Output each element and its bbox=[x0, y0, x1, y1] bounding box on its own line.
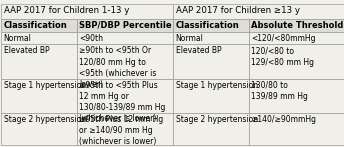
Text: Stage 1 hypertension: Stage 1 hypertension bbox=[3, 81, 86, 90]
Bar bbox=[249, 113, 344, 145]
Text: Normal: Normal bbox=[175, 34, 203, 43]
Text: Classification: Classification bbox=[3, 21, 67, 30]
Bar bbox=[173, 113, 249, 145]
Text: Elevated BP: Elevated BP bbox=[175, 46, 221, 55]
Text: 120/<80 to
129/<80 mm Hg: 120/<80 to 129/<80 mm Hg bbox=[251, 46, 314, 67]
Bar bbox=[1, 4, 173, 19]
Bar bbox=[77, 19, 173, 32]
Text: Classification: Classification bbox=[175, 21, 239, 30]
Text: ≥95th to <95th Plus
12 mm Hg or
130/80-139/89 mm Hg
(whichever is lower): ≥95th to <95th Plus 12 mm Hg or 130/80-1… bbox=[79, 81, 165, 123]
Text: Elevated BP: Elevated BP bbox=[3, 46, 49, 55]
Text: ≥90th to <95th Or
120/80 mm Hg to
<95th (whichever is
lower): ≥90th to <95th Or 120/80 mm Hg to <95th … bbox=[79, 46, 157, 89]
Text: AAP 2017 for Children 1-13 y: AAP 2017 for Children 1-13 y bbox=[3, 6, 129, 15]
Text: <90th: <90th bbox=[79, 34, 103, 43]
Bar bbox=[77, 113, 173, 145]
Text: Absolute Threshold: Absolute Threshold bbox=[251, 21, 344, 30]
Bar bbox=[77, 79, 173, 113]
Text: Normal: Normal bbox=[3, 34, 31, 43]
Text: ≥140/≥90mmHg: ≥140/≥90mmHg bbox=[251, 115, 316, 124]
Bar bbox=[173, 19, 249, 32]
Bar bbox=[173, 4, 344, 19]
Bar bbox=[249, 79, 344, 113]
Text: Stage 1 hypertension: Stage 1 hypertension bbox=[175, 81, 258, 90]
Bar bbox=[77, 32, 173, 44]
Bar bbox=[77, 44, 173, 79]
Text: 130/80 to
139/89 mm Hg: 130/80 to 139/89 mm Hg bbox=[251, 81, 308, 101]
Bar bbox=[249, 19, 344, 32]
Bar bbox=[249, 32, 344, 44]
Bar bbox=[1, 44, 77, 79]
Bar bbox=[249, 44, 344, 79]
Bar bbox=[173, 44, 249, 79]
Text: Stage 2 hypertension: Stage 2 hypertension bbox=[3, 115, 86, 124]
Text: Stage 2 hypertension: Stage 2 hypertension bbox=[175, 115, 258, 124]
Bar bbox=[1, 32, 77, 44]
Bar bbox=[1, 79, 77, 113]
Bar bbox=[173, 79, 249, 113]
Bar bbox=[1, 19, 77, 32]
Text: <120/<80mmHg: <120/<80mmHg bbox=[251, 34, 316, 43]
Text: AAP 2017 for Children ≥13 y: AAP 2017 for Children ≥13 y bbox=[175, 6, 300, 15]
Bar bbox=[1, 113, 77, 145]
Bar bbox=[173, 32, 249, 44]
Text: SBP/DBP Percentile: SBP/DBP Percentile bbox=[79, 21, 172, 30]
Text: ≥95th Plus 12 mm Hg
or ≥140/90 mm Hg
(whichever is lower): ≥95th Plus 12 mm Hg or ≥140/90 mm Hg (wh… bbox=[79, 115, 163, 146]
